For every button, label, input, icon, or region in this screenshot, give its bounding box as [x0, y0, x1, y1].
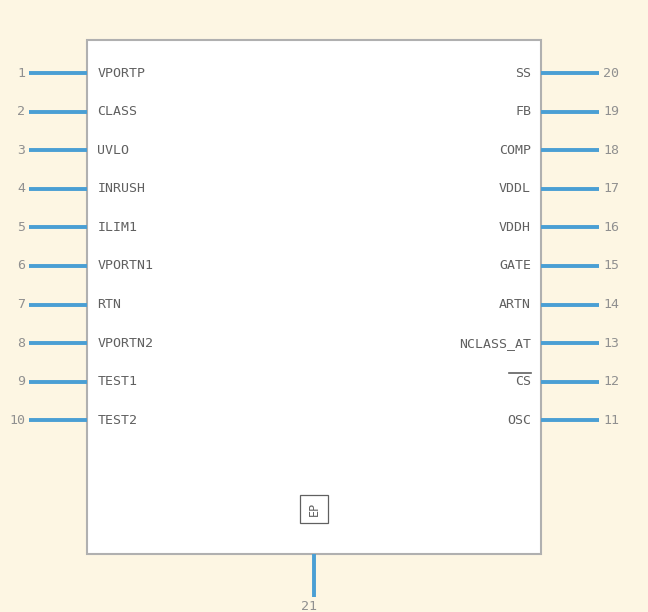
- Text: 16: 16: [603, 221, 619, 234]
- Text: OSC: OSC: [507, 414, 531, 427]
- Text: 12: 12: [603, 375, 619, 388]
- Text: CLASS: CLASS: [97, 105, 137, 118]
- Text: VDDL: VDDL: [499, 182, 531, 195]
- Text: 3: 3: [17, 144, 25, 157]
- Text: 5: 5: [17, 221, 25, 234]
- Text: 8: 8: [17, 337, 25, 349]
- Text: INRUSH: INRUSH: [97, 182, 146, 195]
- Text: 4: 4: [17, 182, 25, 195]
- Text: 11: 11: [603, 414, 619, 427]
- Text: TEST1: TEST1: [97, 375, 137, 388]
- Text: VDDH: VDDH: [499, 221, 531, 234]
- Text: 18: 18: [603, 144, 619, 157]
- Text: ILIM1: ILIM1: [97, 221, 137, 234]
- Text: CS: CS: [515, 375, 531, 388]
- Text: 20: 20: [603, 67, 619, 80]
- Text: 15: 15: [603, 259, 619, 272]
- Text: GATE: GATE: [499, 259, 531, 272]
- Text: VPORTN1: VPORTN1: [97, 259, 154, 272]
- Text: ARTN: ARTN: [499, 298, 531, 311]
- Text: 13: 13: [603, 337, 619, 349]
- Text: UVLO: UVLO: [97, 144, 130, 157]
- Text: NCLASS_AT: NCLASS_AT: [459, 337, 531, 349]
- Text: SS: SS: [515, 67, 531, 80]
- Text: 6: 6: [17, 259, 25, 272]
- Text: RTN: RTN: [97, 298, 121, 311]
- Text: 17: 17: [603, 182, 619, 195]
- Text: 21: 21: [301, 600, 318, 612]
- Text: 10: 10: [9, 414, 25, 427]
- Text: 1: 1: [17, 67, 25, 80]
- Text: COMP: COMP: [499, 144, 531, 157]
- Text: 2: 2: [17, 105, 25, 118]
- Text: 7: 7: [17, 298, 25, 311]
- Text: 9: 9: [17, 375, 25, 388]
- Text: FB: FB: [515, 105, 531, 118]
- Text: TEST2: TEST2: [97, 414, 137, 427]
- Bar: [87, 40, 541, 554]
- Text: 14: 14: [603, 298, 619, 311]
- Text: VPORTN2: VPORTN2: [97, 337, 154, 349]
- Text: 19: 19: [603, 105, 619, 118]
- Text: VPORTP: VPORTP: [97, 67, 146, 80]
- Text: EP: EP: [308, 502, 321, 516]
- Bar: [300, 495, 329, 523]
